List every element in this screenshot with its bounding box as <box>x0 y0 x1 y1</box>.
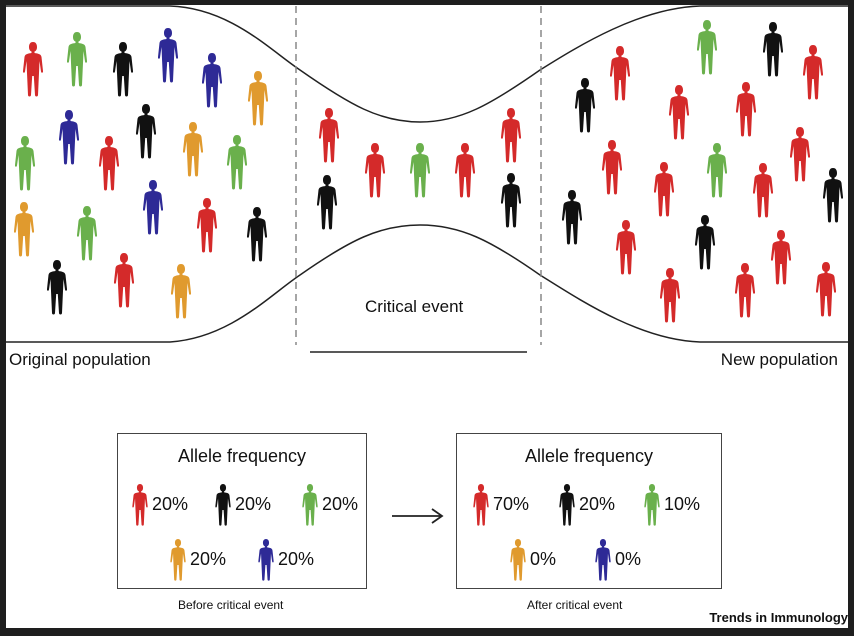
person-icon-orange <box>182 122 204 177</box>
allele-frequency-black: 20% <box>579 494 616 514</box>
person-icon-red <box>653 162 675 217</box>
person-icon-blue <box>595 539 611 581</box>
after-caption: After critical event <box>527 598 623 612</box>
person-icon-red <box>601 140 623 195</box>
person-icon-green-shape <box>302 484 318 526</box>
person-icon-red <box>789 127 811 182</box>
person-icon-red <box>815 262 837 317</box>
person-icon-green <box>302 484 318 526</box>
person-icon-red <box>196 198 218 253</box>
person-icon-black-shape <box>559 484 575 526</box>
person-icon-red <box>473 484 489 526</box>
allele-frequency-blue: 20% <box>278 549 315 569</box>
before-box-title: Allele frequency <box>177 446 307 466</box>
person-icon-green <box>409 143 431 198</box>
person-icon-black <box>762 22 784 77</box>
person-icon-red <box>734 263 756 318</box>
person-icon-red <box>500 108 522 163</box>
person-icon-green <box>706 143 728 198</box>
person-icon-orange <box>247 71 269 126</box>
journal-credit: Trends in Immunology <box>709 610 848 625</box>
person-icon-black <box>561 190 583 245</box>
person-icon-red <box>659 268 681 323</box>
person-icon-green <box>66 32 88 87</box>
allele-frequency-black: 20% <box>235 494 272 514</box>
person-icon-red <box>364 143 386 198</box>
before-caption: Before critical event <box>178 598 284 612</box>
person-icon-orange-shape <box>510 539 526 581</box>
person-icon-black <box>46 260 68 315</box>
person-icon-black <box>822 168 844 223</box>
bottleneck-top-curve <box>6 5 848 123</box>
person-icon-orange-shape <box>170 539 186 581</box>
person-icon-green-shape <box>644 484 660 526</box>
person-icon-red <box>668 85 690 140</box>
person-icon-black <box>215 484 231 526</box>
person-icon-black <box>135 104 157 159</box>
allele-frequency-red: 20% <box>152 494 189 514</box>
person-icon-red <box>735 82 757 137</box>
person-icon-green <box>696 20 718 75</box>
person-icon-red <box>609 46 631 101</box>
person-icon-blue <box>157 28 179 83</box>
person-icon-blue <box>258 539 274 581</box>
person-icon-red <box>22 42 44 97</box>
person-icon-blue <box>58 110 80 165</box>
after-box-title: Allele frequency <box>524 446 654 466</box>
person-icon-red <box>318 108 340 163</box>
person-icon-green <box>226 135 248 190</box>
person-icon-red <box>98 136 120 191</box>
person-icon-black <box>246 207 268 262</box>
person-icon-red <box>752 163 774 218</box>
person-icon-orange <box>510 539 526 581</box>
person-icon-black <box>574 78 596 133</box>
person-icon-red <box>454 143 476 198</box>
person-icon-orange <box>170 264 192 319</box>
person-icon-red <box>132 484 148 526</box>
person-icon-orange <box>13 202 35 257</box>
original-population-label: Original population <box>9 350 151 369</box>
person-icon-blue <box>142 180 164 235</box>
new-population-label: New population <box>720 350 838 369</box>
person-icon-green <box>14 136 36 191</box>
critical-event-label: Critical event <box>365 297 464 316</box>
person-icon-black <box>316 175 338 230</box>
person-icon-blue <box>201 53 223 108</box>
allele-frequency-orange: 20% <box>190 549 227 569</box>
person-icon-black <box>694 215 716 270</box>
person-icon-black <box>112 42 134 97</box>
person-icon-green <box>76 206 98 261</box>
population-figures <box>13 20 844 323</box>
person-icon-red <box>113 253 135 308</box>
allele-frequency-orange: 0% <box>530 549 557 569</box>
allele-frequency-green: 20% <box>322 494 359 514</box>
person-icon-blue-shape <box>595 539 611 581</box>
person-icon-blue-shape <box>258 539 274 581</box>
person-icon-red <box>770 230 792 285</box>
arrow-icon <box>431 508 444 524</box>
allele-frequency-blue: 0% <box>615 549 642 569</box>
before-allele-frequency-box: Allele frequency 20% 20% 20% 20% 20% <box>117 433 367 589</box>
person-icon-black <box>559 484 575 526</box>
person-icon-black-shape <box>215 484 231 526</box>
allele-frequency-red: 70% <box>493 494 530 514</box>
bottleneck-bottom-curve <box>6 224 848 343</box>
person-icon-red <box>802 45 824 100</box>
person-icon-black <box>500 173 522 228</box>
person-icon-red-shape <box>132 484 148 526</box>
allele-frequency-green: 10% <box>664 494 701 514</box>
person-icon-red <box>615 220 637 275</box>
after-allele-frequency-box: Allele frequency 70% 20% 10% 0% 0% <box>456 433 722 589</box>
person-icon-green <box>644 484 660 526</box>
person-icon-orange <box>170 539 186 581</box>
person-icon-red-shape <box>473 484 489 526</box>
